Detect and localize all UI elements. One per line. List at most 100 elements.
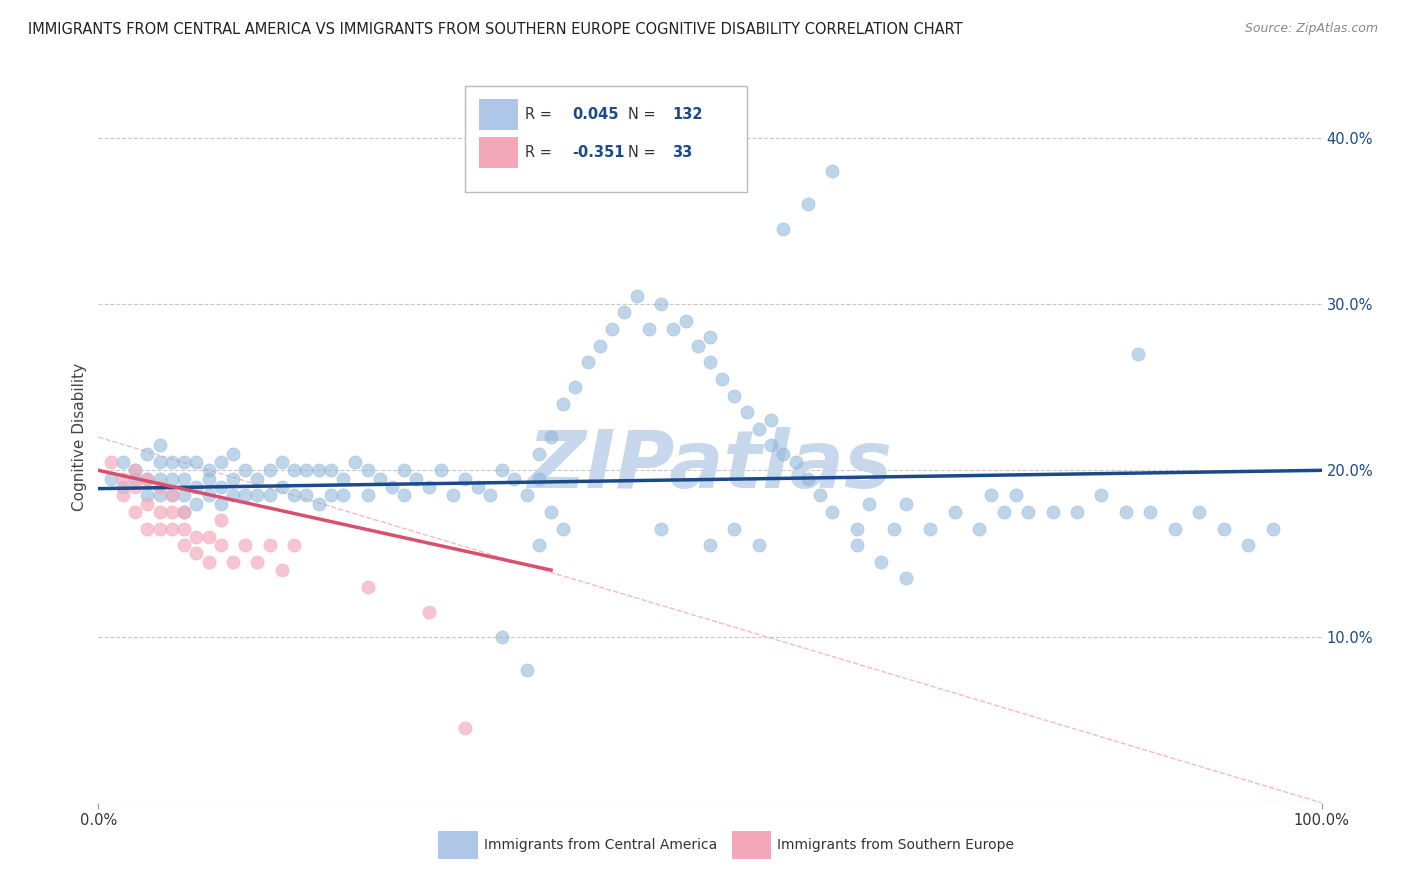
Point [173,488,195,502]
Point [197,530,219,544]
Text: IMMIGRANTS FROM CENTRAL AMERICA VS IMMIGRANTS FROM SOUTHERN EUROPE COGNITIVE DIS: IMMIGRANTS FROM CENTRAL AMERICA VS IMMIG… [28,22,963,37]
Point [295,488,318,502]
Point [197,472,219,486]
Point [662,322,685,336]
Point [124,505,146,519]
Text: Source: ZipAtlas.com: Source: ZipAtlas.com [1244,22,1378,36]
Point [111,455,134,469]
Point [186,530,208,544]
Point [1017,505,1039,519]
Point [515,488,537,502]
Point [650,297,672,311]
Point [136,472,159,486]
Point [246,472,269,486]
Point [553,397,575,411]
Text: Immigrants from Southern Europe: Immigrants from Southern Europe [778,838,1014,852]
Point [418,605,440,619]
Point [600,322,623,336]
Point [209,538,232,552]
Point [967,521,990,535]
Point [186,546,208,560]
Point [686,338,709,352]
Point [197,463,219,477]
Point [197,555,219,569]
Point [124,463,146,477]
Text: Immigrants from Central America: Immigrants from Central America [484,838,717,852]
Point [173,505,195,519]
Point [467,480,489,494]
Point [283,538,305,552]
Point [270,455,294,469]
Point [136,521,159,535]
Point [356,463,378,477]
Point [111,480,134,494]
Point [136,447,159,461]
FancyBboxPatch shape [479,99,517,130]
Point [1139,505,1161,519]
Point [233,538,256,552]
Point [259,463,281,477]
Point [527,472,550,486]
Point [808,488,831,502]
Point [111,472,134,486]
Text: 0.045: 0.045 [572,107,619,122]
Point [259,538,281,552]
Point [761,438,783,452]
Point [259,488,281,502]
FancyBboxPatch shape [465,86,747,192]
Point [186,497,208,511]
Point [100,455,122,469]
Point [772,447,794,461]
Point [160,455,183,469]
Point [160,488,183,502]
Point [821,505,844,519]
Point [295,463,318,477]
Point [943,505,966,519]
Point [993,505,1015,519]
Point [100,472,122,486]
Point [209,513,232,527]
Point [1188,505,1211,519]
Point [711,372,734,386]
Point [894,497,917,511]
Point [186,455,208,469]
Point [270,563,294,577]
Point [173,538,195,552]
Point [173,505,195,519]
Point [626,139,648,153]
Point [1164,521,1187,535]
Text: R =: R = [526,107,557,122]
Point [283,463,305,477]
Point [527,447,550,461]
Point [270,480,294,494]
Text: N =: N = [628,107,661,122]
Point [576,355,599,369]
Point [405,472,427,486]
Point [160,488,183,502]
Point [1004,488,1026,502]
Text: N =: N = [628,145,661,160]
Point [149,521,172,535]
Point [748,422,770,436]
Point [356,488,378,502]
Point [723,388,745,402]
Point [527,538,550,552]
Point [613,305,636,319]
Point [540,505,562,519]
Point [454,721,477,735]
Point [845,521,868,535]
Point [136,488,159,502]
Point [491,463,513,477]
Text: 33: 33 [672,145,692,160]
FancyBboxPatch shape [479,137,517,168]
Point [246,488,269,502]
Point [491,630,513,644]
Point [332,488,354,502]
Point [564,380,586,394]
Point [883,521,905,535]
Text: 132: 132 [672,107,703,122]
Point [797,472,820,486]
Point [515,663,537,677]
Point [160,505,183,519]
Point [209,497,232,511]
